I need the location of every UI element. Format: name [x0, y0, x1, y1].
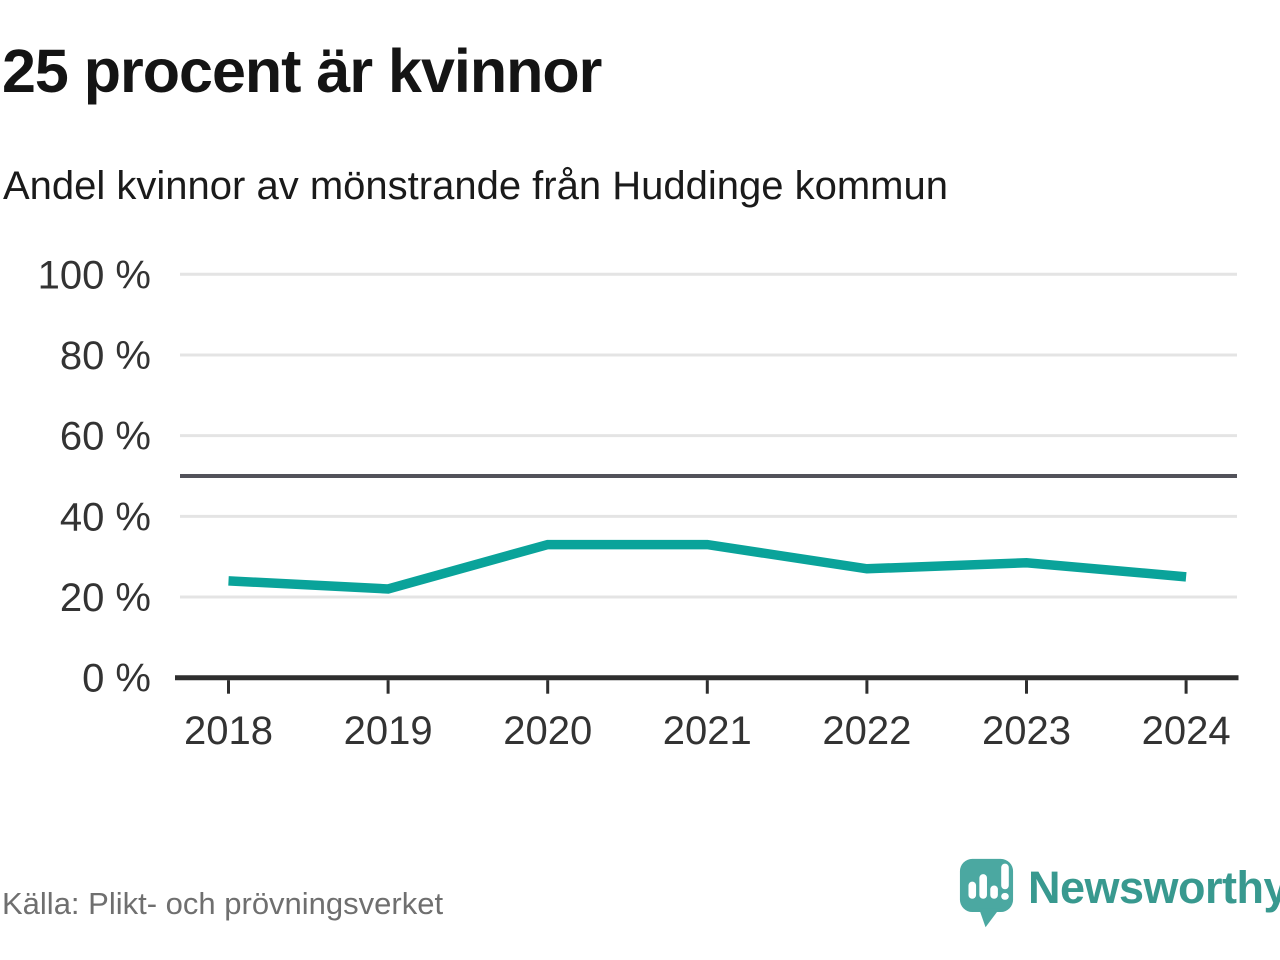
gridlines	[180, 272, 1237, 599]
newsworthy-wordmark: Newsworthy	[1028, 862, 1280, 913]
x-tick-label-2023: 2023	[982, 709, 1071, 753]
y-axis-labels: 0 % 20 % 40 % 60 % 80 % 100 %	[38, 253, 151, 700]
x-axis: 2018 2019 2020 2021 2022 2023 2024	[175, 675, 1239, 753]
y-tick-label-20: 20 %	[60, 576, 151, 620]
y-tick-label-60: 60 %	[60, 415, 151, 459]
series-line-0	[228, 539, 1187, 594]
newsworthy-logo: Newsworthy	[958, 857, 1280, 931]
x-tick-label-2021: 2021	[663, 709, 752, 753]
x-tick-label-2020: 2020	[503, 709, 592, 753]
x-tick-label-2018: 2018	[184, 709, 273, 753]
y-tick-label-0: 0 %	[82, 657, 151, 701]
bar-chart-speech-bubble-icon	[959, 858, 1014, 928]
x-tick-label-2019: 2019	[344, 709, 433, 753]
source-caption: Källa: Plikt- och prövningsverket	[2, 886, 444, 921]
y-tick-label-80: 80 %	[60, 334, 151, 378]
y-tick-label-40: 40 %	[60, 495, 151, 539]
chart-title: 25 procent är kvinnor	[2, 37, 602, 105]
y-tick-label-100: 100 %	[38, 253, 151, 297]
x-tick-label-2024: 2024	[1142, 709, 1231, 753]
x-tick-label-2022: 2022	[822, 709, 911, 753]
chart-subtitle: Andel kvinnor av mönstrande från Hudding…	[3, 164, 948, 208]
data-series	[228, 539, 1187, 594]
